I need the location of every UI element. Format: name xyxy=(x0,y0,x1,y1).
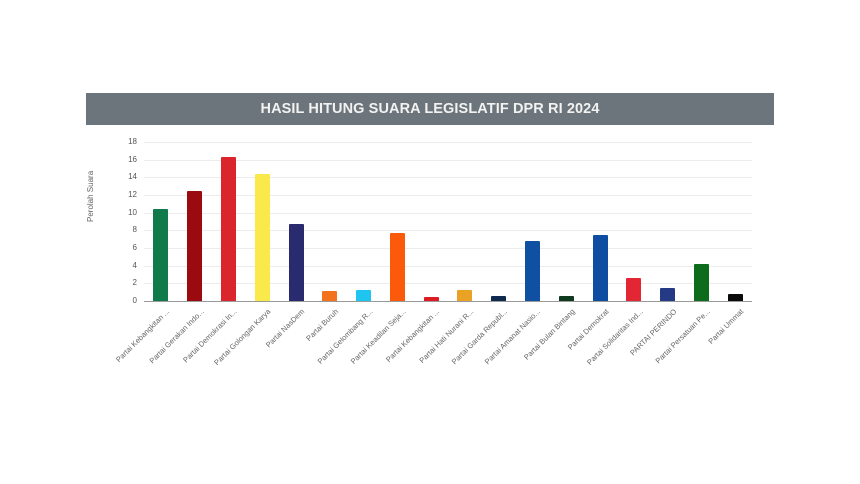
y-tick-label: 8 xyxy=(132,225,137,235)
bar[interactable] xyxy=(457,290,473,301)
x-axis-line xyxy=(144,301,752,302)
gridline xyxy=(144,142,752,143)
bar[interactable] xyxy=(356,289,372,301)
gridline xyxy=(144,212,752,214)
x-tick-label: Partai Ummat xyxy=(706,307,746,346)
gridline xyxy=(144,283,752,285)
bar[interactable] xyxy=(592,234,608,301)
gridline xyxy=(144,230,752,232)
bar[interactable] xyxy=(423,296,439,301)
bar[interactable] xyxy=(187,190,203,301)
bar[interactable] xyxy=(220,157,236,301)
plot-area xyxy=(144,142,752,302)
gridline xyxy=(144,195,752,196)
y-tick-label: 2 xyxy=(132,278,137,288)
y-tick-label: 12 xyxy=(128,190,137,199)
y-tick-label: 10 xyxy=(128,207,137,217)
gridline xyxy=(144,159,752,161)
bar[interactable] xyxy=(626,278,642,301)
bar[interactable] xyxy=(153,209,169,301)
y-axis-label: Perolah Suara xyxy=(86,170,95,222)
y-tick-label: 14 xyxy=(128,172,137,182)
y-tick-label: 6 xyxy=(132,243,137,252)
bar[interactable] xyxy=(524,240,540,301)
gridline xyxy=(144,265,752,267)
bar[interactable] xyxy=(254,173,270,301)
y-tick-label: 4 xyxy=(132,260,137,270)
y-tick-label: 18 xyxy=(128,137,137,146)
x-tick-label: Partai Buruh xyxy=(303,307,340,343)
bar[interactable] xyxy=(288,224,304,301)
bar[interactable] xyxy=(693,263,709,301)
bar[interactable] xyxy=(491,295,507,301)
bar[interactable] xyxy=(389,232,405,301)
chart-title-bar: HASIL HITUNG SUARA LEGISLATIF DPR RI 202… xyxy=(86,93,774,125)
bar[interactable] xyxy=(322,291,338,301)
bar[interactable] xyxy=(727,293,743,301)
gridline xyxy=(144,177,752,179)
gridline xyxy=(144,248,752,249)
chart-title: HASIL HITUNG SUARA LEGISLATIF DPR RI 202… xyxy=(260,101,600,117)
y-tick-label: 16 xyxy=(128,154,137,164)
y-tick-label: 0 xyxy=(132,296,137,305)
bar[interactable] xyxy=(558,295,574,301)
bar[interactable] xyxy=(660,287,676,301)
